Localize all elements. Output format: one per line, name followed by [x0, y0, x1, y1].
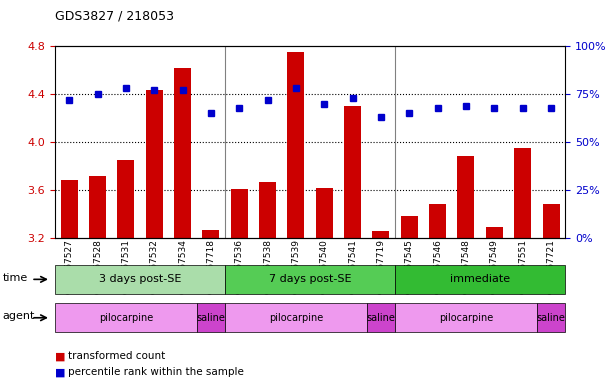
- Bar: [514, 148, 531, 384]
- Text: pilocarpine: pilocarpine: [99, 313, 153, 323]
- Bar: [316, 188, 333, 384]
- Bar: [373, 231, 389, 384]
- Bar: [145, 91, 163, 384]
- Bar: [202, 230, 219, 384]
- Text: ■: ■: [55, 367, 65, 377]
- Text: pilocarpine: pilocarpine: [439, 313, 493, 323]
- Bar: [259, 182, 276, 384]
- Text: saline: saline: [536, 313, 565, 323]
- Bar: [117, 160, 134, 384]
- Bar: [231, 189, 247, 384]
- Text: ■: ■: [55, 351, 65, 361]
- Text: percentile rank within the sample: percentile rank within the sample: [68, 367, 244, 377]
- Text: agent: agent: [2, 311, 35, 321]
- Text: time: time: [2, 273, 28, 283]
- Bar: [429, 205, 446, 384]
- Bar: [486, 227, 503, 384]
- Text: GDS3827 / 218053: GDS3827 / 218053: [55, 10, 174, 23]
- Text: saline: saline: [367, 313, 395, 323]
- Bar: [458, 157, 475, 384]
- Text: transformed count: transformed count: [68, 351, 166, 361]
- Bar: [401, 217, 418, 384]
- Text: immediate: immediate: [450, 274, 510, 285]
- Bar: [344, 106, 361, 384]
- Bar: [60, 180, 78, 384]
- Text: 3 days post-SE: 3 days post-SE: [99, 274, 181, 285]
- Text: 7 days post-SE: 7 days post-SE: [269, 274, 351, 285]
- Bar: [89, 175, 106, 384]
- Text: saline: saline: [197, 313, 225, 323]
- Bar: [543, 205, 560, 384]
- Text: pilocarpine: pilocarpine: [269, 313, 323, 323]
- Bar: [287, 52, 304, 384]
- Bar: [174, 68, 191, 384]
